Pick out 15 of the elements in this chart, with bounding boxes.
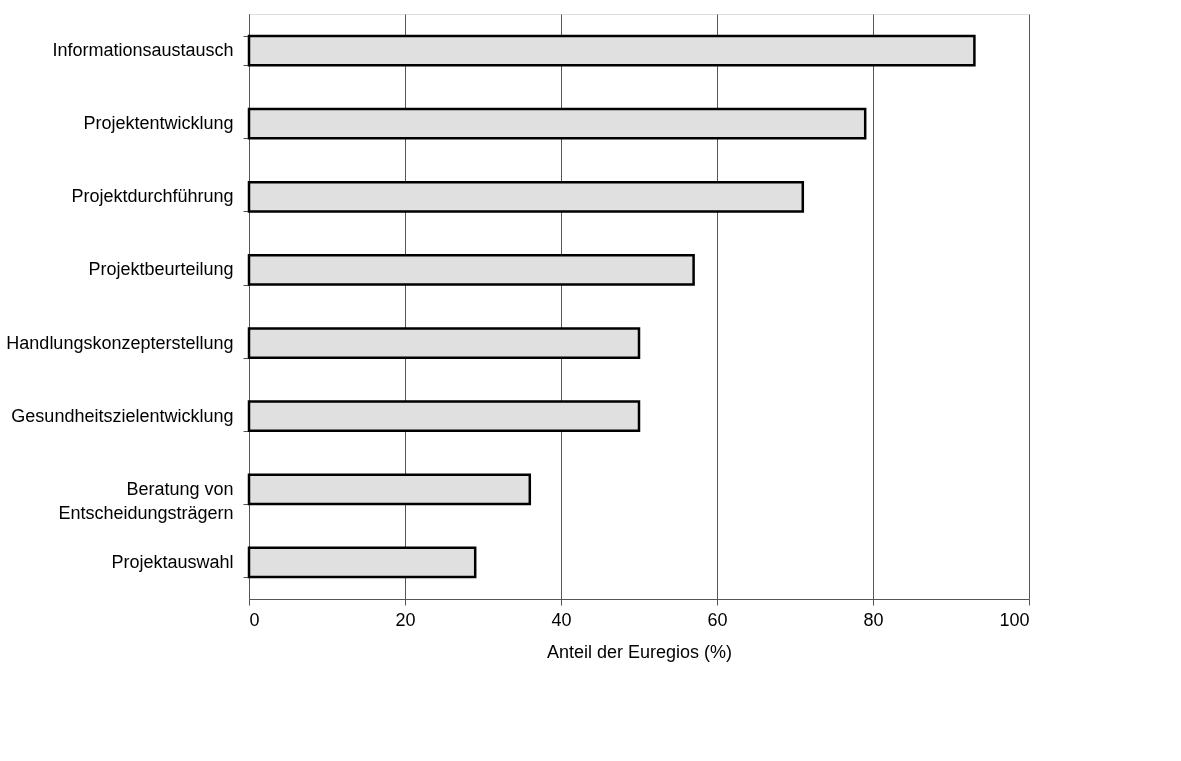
y-tick-label: Gesundheitszielentwicklung xyxy=(11,405,234,426)
x-axis-title: Anteil der Euregios (%) xyxy=(546,641,733,662)
x-tick-label: 60 xyxy=(707,609,728,630)
x-tick-label: 80 xyxy=(863,609,884,630)
x-tick-label: 0 xyxy=(249,609,260,630)
y-tick-label: Projektbeurteilung xyxy=(88,259,234,280)
x-tick-label: 40 xyxy=(551,609,572,630)
y-tick-label: Projektauswahl xyxy=(111,551,234,572)
y-tick-label: Projektentwicklung xyxy=(83,113,234,134)
x-tick-label: 100 xyxy=(999,609,1030,630)
y-tick-label: Handlungskonzepterstellung xyxy=(6,332,234,353)
y-tick-label: Informationsaustausch xyxy=(52,40,234,61)
y-tick-label: Projektdurchführung xyxy=(71,186,234,207)
y-tick-label: Beratung von Entscheidungsträgern xyxy=(58,478,234,523)
x-tick-label: 20 xyxy=(395,609,416,630)
